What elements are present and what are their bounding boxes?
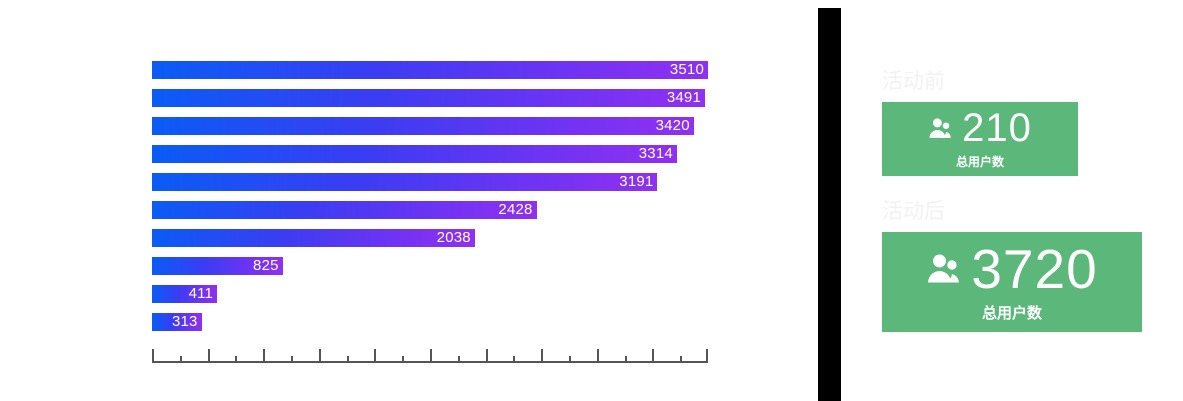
bar-row: 3191 xyxy=(152,173,708,191)
axis-tick-minor xyxy=(179,356,182,363)
bar-row: 3510 xyxy=(152,61,708,79)
axis-tick-minor xyxy=(624,356,627,363)
bar[interactable]: 411 xyxy=(152,285,218,303)
bar-chart-bars: 3510 3491 3420 3314 3191 2428 2038 825 411 313 xyxy=(152,61,708,341)
axis-tick-major xyxy=(207,349,210,363)
bar-value-label: 2038 xyxy=(436,229,471,246)
bar[interactable]: 2428 xyxy=(152,201,537,219)
bar-value-label: 411 xyxy=(188,285,214,302)
bar-value-label: 3510 xyxy=(669,61,704,78)
stat-card-after[interactable]: 3720 总用户数 xyxy=(882,232,1142,332)
axis-tick-major xyxy=(541,349,544,363)
stat-value-after: 3720 xyxy=(971,237,1098,300)
stat-caption-after: 活动后 xyxy=(882,200,945,223)
stat-sublabel-before: 总用户数 xyxy=(955,155,1004,169)
axis-tick-major xyxy=(318,349,321,363)
axis-tick-minor xyxy=(291,356,293,363)
bar-chart-x-axis xyxy=(152,345,708,363)
bar-row: 2038 xyxy=(152,229,708,247)
axis-tick-major xyxy=(152,349,154,363)
bar-row: 2428 xyxy=(152,201,708,219)
stat-main-after: 3720 xyxy=(926,237,1098,300)
bar-row: 825 xyxy=(152,257,708,275)
bar[interactable]: 3314 xyxy=(152,145,677,163)
user-icon xyxy=(928,254,960,283)
bar-row: 3491 xyxy=(152,89,708,107)
bar-row: 3314 xyxy=(152,145,708,163)
axis-tick-major xyxy=(374,349,377,363)
bar-value-label: 3420 xyxy=(655,117,690,134)
panel-divider xyxy=(818,8,841,401)
axis-tick-minor xyxy=(513,356,516,363)
axis-tick-minor xyxy=(569,356,571,363)
bar-value-label: 313 xyxy=(171,313,198,330)
bar-value-label: 2428 xyxy=(498,201,533,218)
axis-tick-minor xyxy=(346,356,349,363)
bar[interactable]: 3491 xyxy=(152,89,705,107)
bar[interactable]: 2038 xyxy=(152,229,475,247)
axis-tick-minor xyxy=(680,356,683,363)
stat-group-before: 活动前 210 总用户数 xyxy=(882,68,1078,176)
axis-tick-minor xyxy=(457,356,460,363)
bar-value-label: 3191 xyxy=(619,173,654,190)
axis-tick-major xyxy=(706,349,708,363)
bar-row: 313 xyxy=(152,313,708,331)
bar-value-label: 3314 xyxy=(638,145,673,162)
axis-tick-major xyxy=(596,349,599,363)
user-icon xyxy=(929,117,951,138)
stat-value-before: 210 xyxy=(962,106,1032,150)
axis-tick-minor xyxy=(235,356,238,363)
bar[interactable]: 3191 xyxy=(152,173,658,191)
stat-caption-before: 活动前 xyxy=(882,70,945,93)
stats-panel: 活动前 210 总用户数 活动后 xyxy=(860,0,1183,401)
axis-tick-major xyxy=(263,349,266,363)
bar[interactable]: 3510 xyxy=(152,61,708,79)
stat-group-after: 活动后 3720 总用户数 xyxy=(882,198,1142,332)
stat-card-before[interactable]: 210 总用户数 xyxy=(882,102,1078,176)
bar[interactable]: 313 xyxy=(152,313,202,331)
bar[interactable]: 3420 xyxy=(152,117,694,135)
axis-tick-minor xyxy=(402,356,405,363)
bar-row: 3420 xyxy=(152,117,708,135)
stat-main-before: 210 xyxy=(928,108,1032,148)
bar[interactable]: 825 xyxy=(152,257,283,275)
stat-sublabel-after: 总用户数 xyxy=(981,304,1042,322)
bar-row: 411 xyxy=(152,285,708,303)
axis-tick-major xyxy=(652,349,655,363)
axis-tick-major xyxy=(485,349,488,363)
bar-chart: 3510 3491 3420 3314 3191 2428 2038 825 411 313 xyxy=(152,61,708,363)
axis-tick-major xyxy=(430,349,432,363)
bar-value-label: 825 xyxy=(253,257,279,274)
bar-value-label: 3491 xyxy=(666,89,701,106)
